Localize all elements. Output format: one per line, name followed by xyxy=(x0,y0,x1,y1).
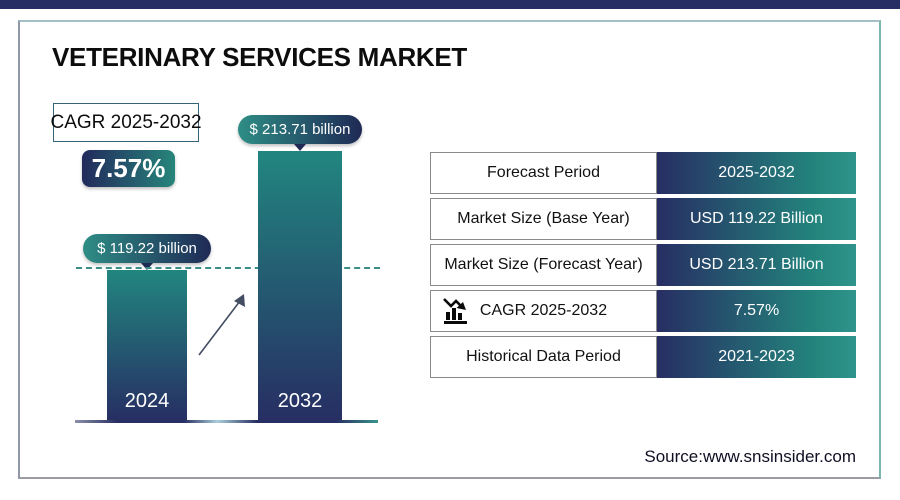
callout-2032-pill: $ 213.71 billion xyxy=(238,115,362,144)
table-row: Market Size (Base Year) USD 119.22 Billi… xyxy=(430,198,856,240)
row-value: 2021-2023 xyxy=(657,336,856,378)
market-summary-table: Forecast Period 2025-2032 Market Size (B… xyxy=(430,152,856,378)
row-label: CAGR 2025-2032 xyxy=(479,302,608,319)
row-value: USD 213.71 Billion xyxy=(657,244,856,286)
top-accent-bar xyxy=(0,0,900,9)
source-text: Source:www.snsinsider.com xyxy=(644,447,856,466)
bar-2024-label: 2024 xyxy=(124,390,170,412)
row-label: Market Size (Base Year) xyxy=(430,198,657,240)
callout-pointer-icon xyxy=(294,144,306,151)
row-label-with-icon: CAGR 2025-2032 xyxy=(430,290,657,332)
table-row: Forecast Period 2025-2032 xyxy=(430,152,856,194)
table-row: Historical Data Period 2021-2023 xyxy=(430,336,856,378)
row-label: Market Size (Forecast Year) xyxy=(430,244,657,286)
bar-2024: 2024 xyxy=(107,270,187,421)
cagr-period-label: CAGR 2025-2032 xyxy=(50,111,202,133)
row-value: 2025-2032 xyxy=(657,152,856,194)
bar-chart-trend-icon xyxy=(442,297,469,325)
callout-2024-value: $ 119.22 billion xyxy=(83,234,211,270)
table-row: Market Size (Forecast Year) USD 213.71 B… xyxy=(430,244,856,286)
row-label: Historical Data Period xyxy=(430,336,657,378)
page-title: VETERINARY SERVICES MARKET xyxy=(52,42,468,72)
row-value: 7.57% xyxy=(657,290,856,332)
row-value: USD 119.22 Billion xyxy=(657,198,856,240)
callout-2032-value: $ 213.71 billion xyxy=(238,115,362,151)
row-label: Forecast Period xyxy=(430,152,657,194)
table-row: CAGR 2025-2032 7.57% xyxy=(430,290,856,332)
bar-2032-label: 2032 xyxy=(277,390,323,412)
callout-pointer-icon xyxy=(141,263,153,270)
reference-dashed-line xyxy=(76,267,380,269)
callout-2024-pill: $ 119.22 billion xyxy=(83,234,211,263)
cagr-value-badge: 7.57% xyxy=(82,150,175,187)
growth-arrow-icon xyxy=(198,294,245,356)
cagr-period-box: CAGR 2025-2032 xyxy=(50,103,202,142)
bar-2032: 2032 xyxy=(258,151,342,421)
chart-baseline xyxy=(75,420,378,423)
